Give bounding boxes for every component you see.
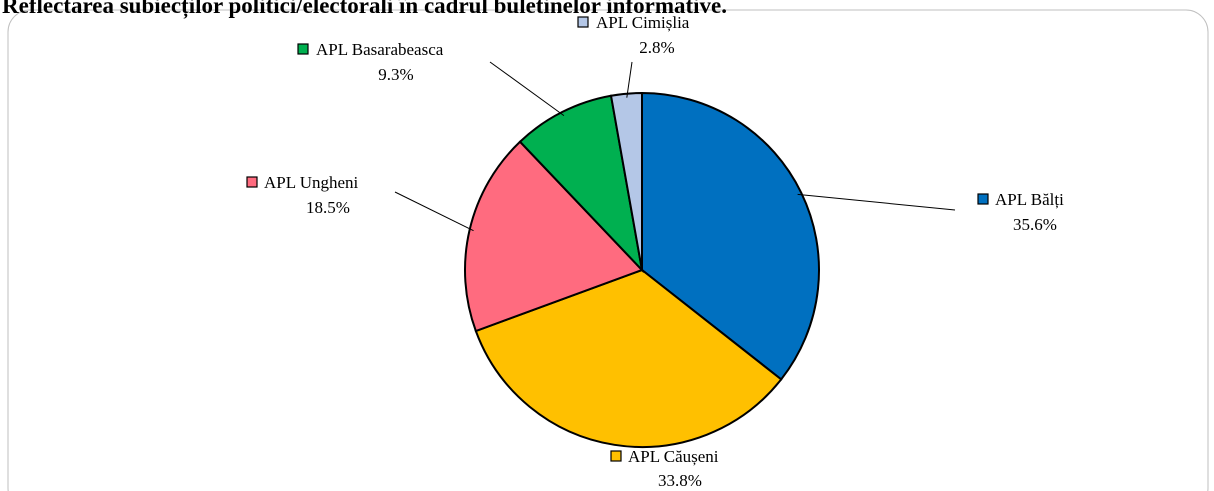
slice-label: APL Basarabeasca <box>316 40 444 59</box>
slice-value: 9.3% <box>378 65 413 84</box>
pie-slice <box>609 91 643 271</box>
slice-label: APL Cimișlia <box>596 13 690 32</box>
pie-slice <box>474 268 783 448</box>
slice-value: 35.6% <box>1013 215 1057 234</box>
leader-line <box>626 61 633 98</box>
slice-label: APL Căușeni <box>628 447 719 466</box>
leader-line <box>797 193 956 211</box>
legend-marker <box>977 193 989 205</box>
leader-line <box>489 61 565 117</box>
leader-line <box>394 191 474 232</box>
legend-marker <box>297 43 309 55</box>
pie-slice <box>641 91 820 381</box>
legend-marker <box>577 16 589 28</box>
slice-label: APL Bălți <box>995 190 1064 209</box>
slice-label: APL Ungheni <box>264 173 359 192</box>
slice-value: 2.8% <box>639 38 674 57</box>
pie-slice <box>518 94 644 274</box>
legend-marker <box>246 176 258 188</box>
pie-slice <box>464 140 644 333</box>
slice-value: 33.8% <box>658 471 702 490</box>
chart-title: Reflectarea subiecților politici/elector… <box>2 0 727 19</box>
slice-value: 18.5% <box>306 198 350 217</box>
legend-marker <box>610 450 622 462</box>
